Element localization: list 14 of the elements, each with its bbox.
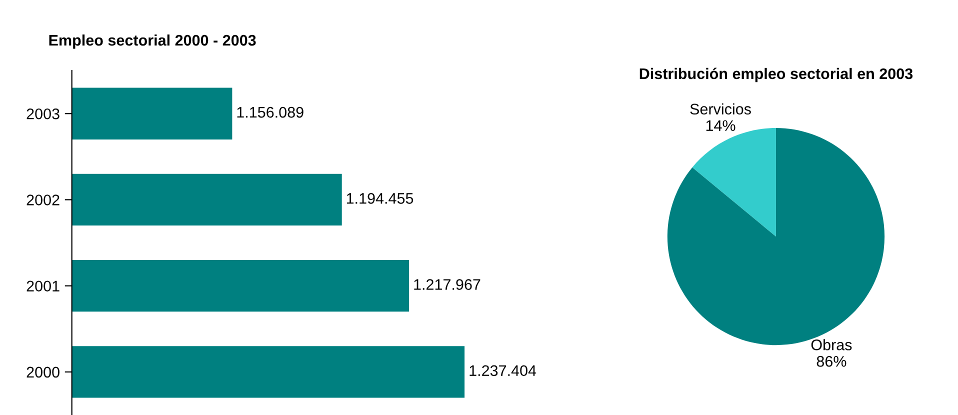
data-label: 1.217.967 bbox=[414, 279, 480, 290]
data-label: 1.237.404 bbox=[470, 365, 536, 376]
y-tick-label: 2002 bbox=[26, 194, 60, 206]
slice-label: Obras bbox=[811, 339, 852, 350]
chart-title: Empleo sectorial 2000 - 2003 bbox=[49, 34, 256, 49]
data-label: 86% bbox=[816, 356, 846, 367]
y-tick-label: 2003 bbox=[26, 108, 60, 120]
data-label: 1.194.455 bbox=[346, 193, 414, 204]
y-tick-label: 2001 bbox=[26, 280, 60, 292]
y-tick-label: 2000 bbox=[26, 366, 60, 378]
slice-label: Servicios bbox=[690, 103, 751, 115]
chart-title: Distribución empleo sectorial en 2003 bbox=[640, 68, 913, 82]
data-label: 1.156.089 bbox=[237, 106, 304, 118]
data-label: 14% bbox=[706, 120, 736, 131]
